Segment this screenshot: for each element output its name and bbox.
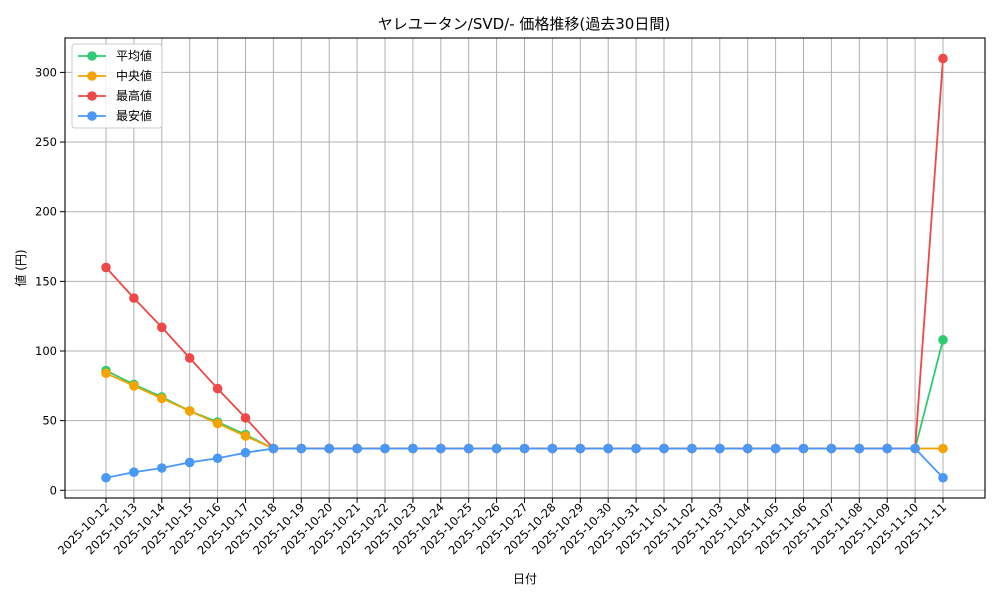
data-point-marker <box>296 443 307 454</box>
data-point-marker <box>938 472 948 483</box>
legend-marker-icon <box>87 111 97 121</box>
legend-label: 中央値 <box>116 68 152 83</box>
chart-title: ヤレユータン/SVD/- 価格推移(過去30日間) <box>378 15 670 33</box>
grid-lines <box>65 38 985 498</box>
data-point-marker <box>129 293 139 303</box>
legend-item: 中央値 <box>78 68 152 83</box>
data-point-marker <box>240 447 251 458</box>
legend-item: 最高値 <box>78 88 152 103</box>
y-tick-label: 50 <box>42 414 57 428</box>
data-point-marker <box>101 262 111 273</box>
legend-item: 平均値 <box>78 48 152 63</box>
x-axis: 2025-10-122025-10-132025-10-142025-10-15… <box>55 498 949 557</box>
data-point-marker <box>157 322 167 333</box>
data-point-marker <box>101 472 111 483</box>
data-point-marker <box>826 443 837 454</box>
data-point-marker <box>157 463 167 473</box>
y-tick-label: 0 <box>50 483 57 497</box>
data-point-marker <box>603 443 613 454</box>
legend-item: 最安値 <box>78 108 152 123</box>
data-point-marker <box>184 353 195 363</box>
data-point-marker <box>212 418 223 429</box>
y-axis-label: 値 (円) <box>13 249 28 286</box>
data-point-marker <box>715 443 725 454</box>
y-tick-label: 150 <box>35 274 57 288</box>
legend-label: 最安値 <box>116 108 152 123</box>
y-axis: 0 50 100 150 200 250 300 <box>35 65 65 497</box>
data-point-marker <box>938 53 948 64</box>
legend-marker-icon <box>87 71 97 81</box>
data-point-marker <box>463 443 474 454</box>
data-point-marker <box>882 443 892 454</box>
data-point-marker <box>408 443 418 454</box>
data-point-marker <box>324 443 335 454</box>
data-point-marker <box>101 368 111 379</box>
legend-marker-icon <box>87 91 97 101</box>
data-series <box>101 53 948 483</box>
data-point-marker <box>380 443 390 454</box>
data-point-marker <box>575 443 586 454</box>
legend-label: 平均値 <box>116 48 152 63</box>
y-tick-label: 100 <box>35 344 57 358</box>
data-point-marker <box>184 457 195 468</box>
data-point-marker <box>547 443 558 454</box>
data-point-marker <box>491 443 502 454</box>
series-3 <box>101 443 948 483</box>
data-point-marker <box>659 443 669 454</box>
data-point-marker <box>352 443 362 454</box>
data-point-marker <box>910 443 920 454</box>
y-tick-label: 250 <box>35 135 57 149</box>
data-point-marker <box>436 443 446 454</box>
y-tick-label: 200 <box>35 205 57 219</box>
data-point-marker <box>519 443 530 454</box>
data-point-marker <box>854 443 865 454</box>
data-point-marker <box>938 335 948 345</box>
data-point-marker <box>798 443 809 454</box>
data-point-marker <box>742 443 753 454</box>
legend-label: 最高値 <box>116 88 152 103</box>
data-point-marker <box>129 381 139 391</box>
data-point-marker <box>268 443 279 454</box>
data-point-marker <box>212 453 223 464</box>
data-point-marker <box>938 443 948 454</box>
data-point-marker <box>240 413 251 423</box>
legend-box <box>71 43 163 129</box>
data-point-marker <box>157 393 167 404</box>
data-point-marker <box>770 443 781 454</box>
legend-marker-icon <box>87 51 97 61</box>
data-point-marker <box>184 406 195 416</box>
x-axis-label: 日付 <box>513 572 537 586</box>
data-point-marker <box>129 467 139 477</box>
data-point-marker <box>687 443 697 454</box>
data-point-marker <box>240 431 251 441</box>
y-tick-label: 300 <box>35 65 57 79</box>
data-point-marker <box>212 383 223 394</box>
data-point-marker <box>631 443 641 454</box>
